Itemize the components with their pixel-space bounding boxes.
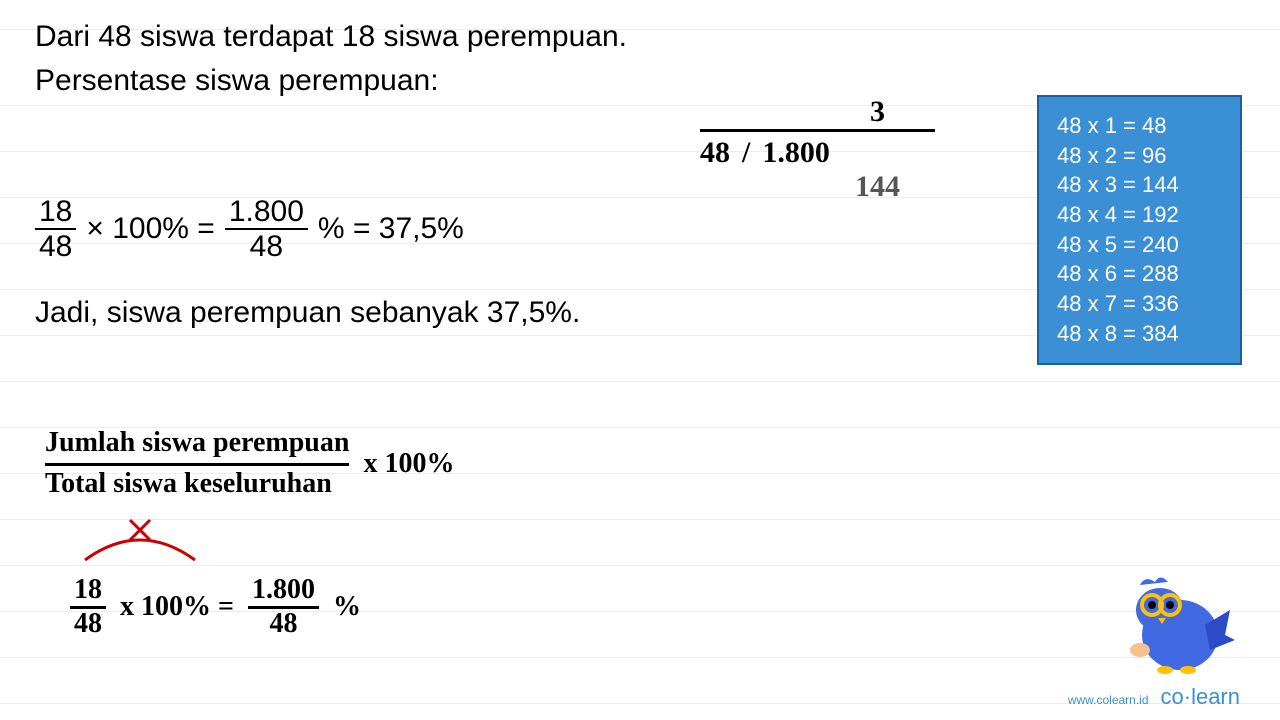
mult-row: 48 x 6 = 288 <box>1057 259 1222 289</box>
hw-frac2-den: 48 <box>265 609 301 640</box>
footer-url: www.colearn.id <box>1068 693 1149 707</box>
division-bar: / <box>742 136 750 170</box>
hw-frac1: 18 48 <box>70 575 106 640</box>
mult-row: 48 x 7 = 336 <box>1057 289 1222 319</box>
formula-den: Total siswa keseluruhan <box>45 466 349 502</box>
problem-text: Dari 48 siswa terdapat 18 siswa perempua… <box>35 15 645 102</box>
footer-brand: co·learn <box>1161 684 1240 710</box>
frac2-den: 48 <box>246 230 287 263</box>
problem-line2: Persentase siswa perempuan: <box>35 59 645 103</box>
formula-num: Jumlah siswa perempuan <box>45 425 349 466</box>
frac2-num: 1.800 <box>225 195 308 230</box>
fraction-1: 18 48 <box>35 195 76 263</box>
hw-frac1-den: 48 <box>70 609 106 640</box>
formula-fraction: Jumlah siswa perempuan Total siswa kesel… <box>45 425 349 503</box>
division-quotient: 3 <box>700 95 935 132</box>
mult-row: 48 x 2 = 96 <box>1057 141 1222 171</box>
division-dividend: 1.800 <box>762 136 830 170</box>
mult-row: 48 x 4 = 192 <box>1057 200 1222 230</box>
conclusion-text: Jadi, siswa perempuan sebanyak 37,5%. <box>35 290 645 335</box>
times-100: × 100% = <box>86 212 214 246</box>
hw-frac2-num: 1.800 <box>248 575 319 609</box>
footer: www.colearn.id co·learn <box>1068 684 1240 710</box>
division-row: 48 / 1.800 <box>700 132 935 170</box>
main-equation: 18 48 × 100% = 1.800 48 % = 37,5% <box>35 195 464 263</box>
frac1-num: 18 <box>35 195 76 230</box>
hw-pct: % <box>333 591 361 623</box>
multiplication-table: 48 x 1 = 48 48 x 2 = 96 48 x 3 = 144 48 … <box>1037 95 1242 365</box>
mult-row: 48 x 8 = 384 <box>1057 319 1222 349</box>
mult-row: 48 x 3 = 144 <box>1057 170 1222 200</box>
handwritten-formula: Jumlah siswa perempuan Total siswa kesel… <box>45 425 454 503</box>
fraction-2: 1.800 48 <box>225 195 308 263</box>
handwritten-equation: 18 48 x 100% = 1.800 48 % <box>70 575 361 640</box>
division-divisor: 48 <box>700 136 730 170</box>
long-division: 3 48 / 1.800 144 <box>700 95 935 204</box>
mult-row: 48 x 5 = 240 <box>1057 230 1222 260</box>
problem-line1: Dari 48 siswa terdapat 18 siswa perempua… <box>35 15 645 59</box>
frac1-den: 48 <box>35 230 76 263</box>
hw-frac2: 1.800 48 <box>248 575 319 640</box>
red-cross-mark-icon <box>75 510 205 575</box>
hw-mid: x 100% = <box>120 591 234 623</box>
division-remain: 144 <box>700 170 935 204</box>
mascot-bird-icon <box>1110 570 1240 680</box>
formula-times: x 100% <box>363 448 454 480</box>
result-pct: % = 37,5% <box>318 212 464 246</box>
mult-row: 48 x 1 = 48 <box>1057 111 1222 141</box>
hw-frac1-num: 18 <box>70 575 106 609</box>
